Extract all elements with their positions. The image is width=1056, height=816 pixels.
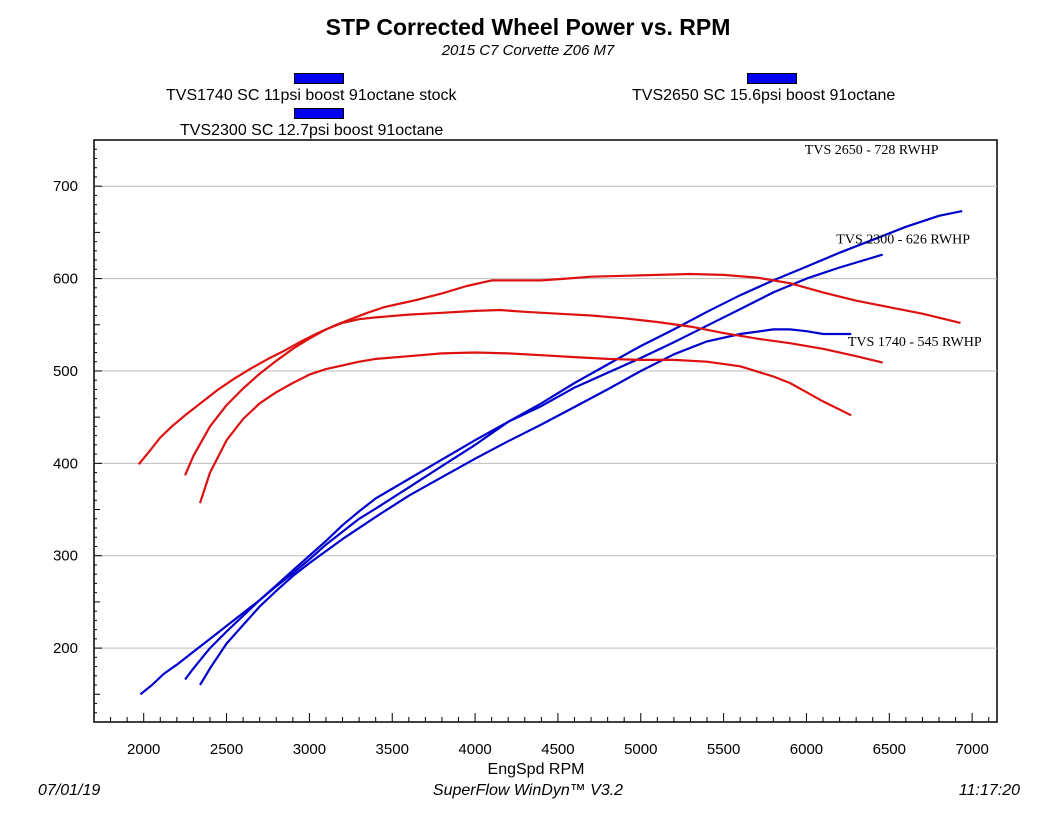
x-tick-label: 5500 <box>707 741 740 758</box>
y-tick-label: 400 <box>53 455 78 472</box>
footer-time: 11:17:20 <box>958 782 1020 799</box>
grid-lines <box>94 185 997 649</box>
chart-subtitle: 2015 C7 Corvette Z06 M7 <box>441 42 615 59</box>
y-tick-label: 500 <box>53 363 78 380</box>
legend-swatch-tvs1740 <box>294 73 344 84</box>
x-axis-label: EngSpd RPM <box>488 761 585 778</box>
axis-ticks: 200 300 400 500 600 700 2000 2500 3000 3500 4000 45… <box>53 139 990 758</box>
annotations: TVS 2650 - 728 RWHP TVS 2300 - 626 RWHP TV… <box>805 143 982 350</box>
legend-swatch-tvs2300 <box>294 108 344 119</box>
y-tick-label: 300 <box>53 548 78 565</box>
x-tick-label: 6500 <box>873 741 906 758</box>
legend-swatch-tvs2650 <box>747 73 797 84</box>
y-tick-label: 200 <box>53 640 78 657</box>
series-line-torque-4 <box>184 308 883 476</box>
x-tick-label: 3000 <box>293 741 326 758</box>
legend-label-tvs2300: TVS2300 SC 12.7psi boost 91octane <box>180 122 444 139</box>
footer-date: 07/01/19 <box>38 782 101 799</box>
legend-label-tvs2650: TVS2650 SC 15.6psi boost 91octane <box>632 87 896 104</box>
footer-software: SuperFlow WinDyn™ V3.2 <box>432 782 624 799</box>
plot-area <box>93 139 998 723</box>
x-tick-label: 3500 <box>376 741 409 758</box>
legend-label-tvs1740: TVS1740 SC 11psi boost 91octane stock <box>166 87 457 104</box>
data-series <box>137 210 963 696</box>
x-tick-label: 2500 <box>210 741 243 758</box>
series-line-torque-5 <box>198 351 852 504</box>
x-tick-label: 2000 <box>127 741 160 758</box>
series-line-torque-3 <box>137 272 961 466</box>
series-line-power-2 <box>199 328 852 686</box>
x-tick-label: 5000 <box>624 741 657 758</box>
series-line-power-1 <box>184 253 884 681</box>
chart-title: STP Corrected Wheel Power vs. RPM <box>325 14 731 40</box>
y-tick-label: 700 <box>53 178 78 195</box>
x-tick-label: 6000 <box>790 741 823 758</box>
annotation-label: TVS 1740 - 545 RWHP <box>848 335 982 350</box>
x-tick-label: 4000 <box>458 741 491 758</box>
annotation-label: TVS 2300 - 626 RWHP <box>836 232 970 247</box>
annotation-label: TVS 2650 - 728 RWHP <box>805 143 939 158</box>
x-tick-label: 4500 <box>541 741 574 758</box>
series-line-power-0 <box>139 210 963 696</box>
y-tick-label: 600 <box>53 271 78 288</box>
x-tick-label: 7000 <box>955 741 988 758</box>
